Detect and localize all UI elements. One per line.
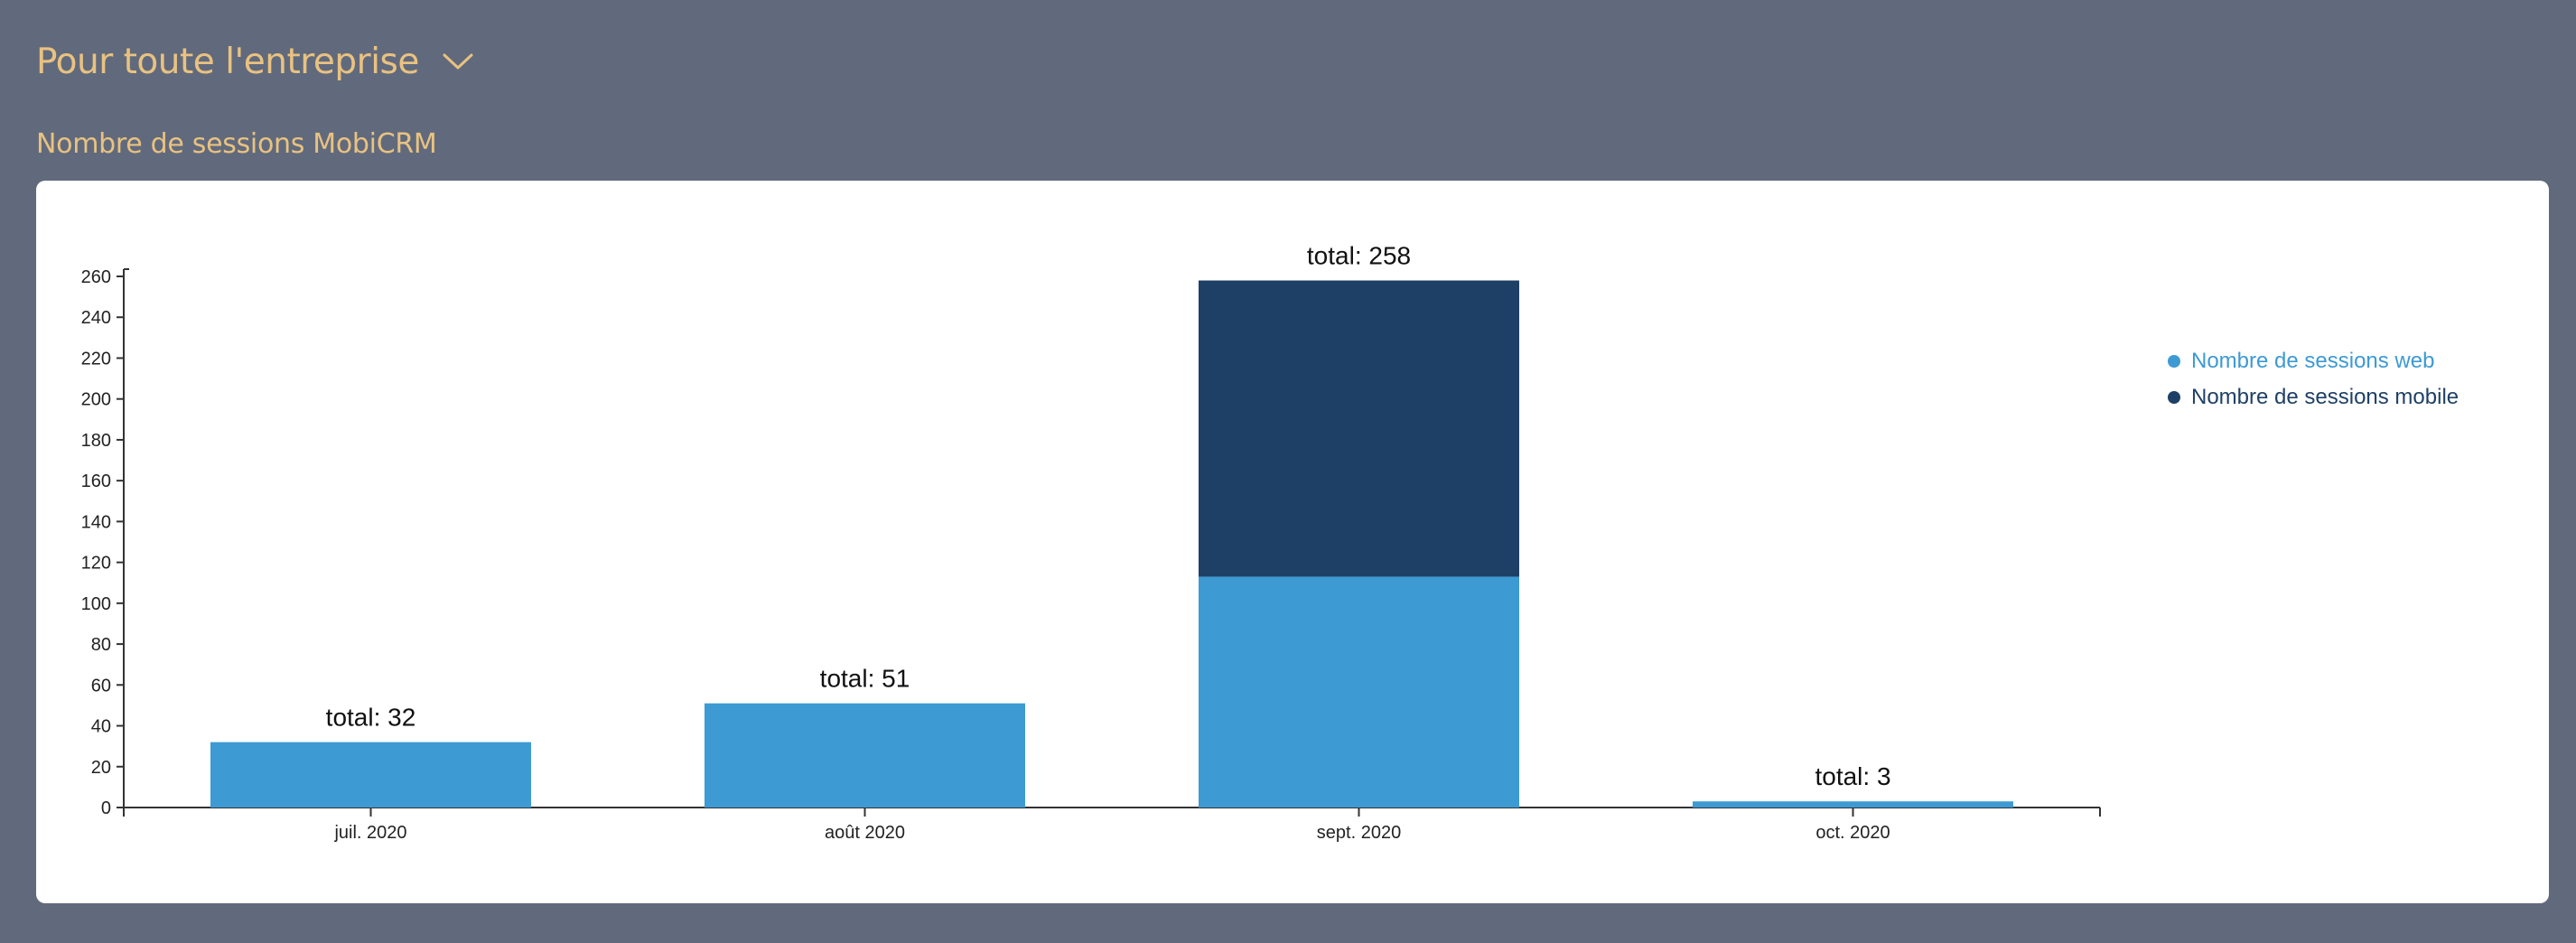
y-tick-label-0: 0 [101,798,111,818]
y-tick-label-180: 180 [81,431,111,451]
legend-dot-web [2168,355,2180,368]
x-tick-label-1: août 2020 [825,823,905,843]
legend-item-web[interactable]: Nombre de sessions web [2168,343,2459,379]
bar-web-3 [1693,801,2013,808]
y-tick-label-120: 120 [81,554,111,574]
y-tick-label-60: 60 [91,676,111,696]
y-tick-label-40: 40 [91,717,111,737]
y-tick-label-20: 20 [91,758,111,778]
bar-web-1 [705,703,1025,808]
y-tick-label-80: 80 [91,635,111,655]
y-tick-label-200: 200 [81,390,111,410]
scope-label: Pour toute l'entreprise [36,41,419,82]
x-tick-label-2: sept. 2020 [1317,823,1401,843]
total-label-3: total: 3 [1815,762,1890,790]
legend-dot-mobile [2168,391,2180,404]
y-tick-label-160: 160 [81,472,111,491]
total-label-2: total: 258 [1307,242,1411,270]
legend-label-mobile: Nombre de sessions mobile [2191,385,2459,409]
bar-web-0 [210,742,531,808]
x-tick-label-3: oct. 2020 [1815,823,1890,843]
legend-label-web: Nombre de sessions web [2191,349,2435,373]
y-tick-label-220: 220 [81,349,111,369]
y-tick-label-240: 240 [81,308,111,328]
total-label-0: total: 32 [326,704,416,732]
x-tick-label-0: juil. 2020 [333,823,406,843]
total-label-1: total: 51 [820,665,910,693]
sessions-bar-chart: 0 20 40 60 80 100 120 140 160 180 200 220 240 260 juil… [81,242,2101,843]
scope-selector[interactable]: Pour toute l'entreprise [36,36,473,87]
y-tick-label-260: 260 [81,267,111,287]
y-tick-label-100: 100 [81,594,111,614]
bar-mobile-2 [1199,280,1519,577]
legend-item-mobile[interactable]: Nombre de sessions mobile [2168,379,2459,415]
bar-web-2 [1199,576,1519,808]
section-title: Nombre de sessions MobiCRM [36,128,437,160]
chart-card: 0 20 40 60 80 100 120 140 160 180 200 220 240 260 juil… [36,181,2549,903]
y-tick-label-140: 140 [81,512,111,532]
chevron-down-icon[interactable] [443,52,473,70]
chart-legend: Nombre de sessions web Nombre de session… [2168,343,2459,415]
